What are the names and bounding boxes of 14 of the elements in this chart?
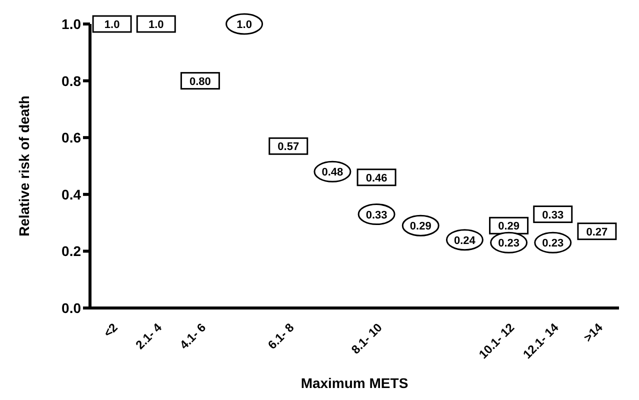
x-tick-label: 2.1- 4 bbox=[132, 320, 165, 352]
x-tick-label: <2 bbox=[100, 320, 121, 340]
y-tick-label: 0.2 bbox=[62, 243, 82, 260]
y-axis-title: Relative risk of death bbox=[16, 96, 32, 236]
y-tick-label: 0.6 bbox=[62, 130, 82, 146]
y-tick-label: 0.8 bbox=[62, 72, 82, 89]
x-tick-label: 6.1- 8 bbox=[265, 320, 297, 352]
y-tick-label: 0.4 bbox=[62, 186, 82, 202]
x-tick-label: 8.1- 10 bbox=[348, 320, 386, 357]
x-tick-label: 4.1- 6 bbox=[176, 320, 209, 352]
x-tick-label: >14 bbox=[581, 320, 606, 345]
y-tick-label: 0.0 bbox=[62, 300, 82, 316]
y-tick-label: 1.0 bbox=[62, 16, 82, 32]
x-axis-title: Maximum METS bbox=[300, 375, 408, 391]
